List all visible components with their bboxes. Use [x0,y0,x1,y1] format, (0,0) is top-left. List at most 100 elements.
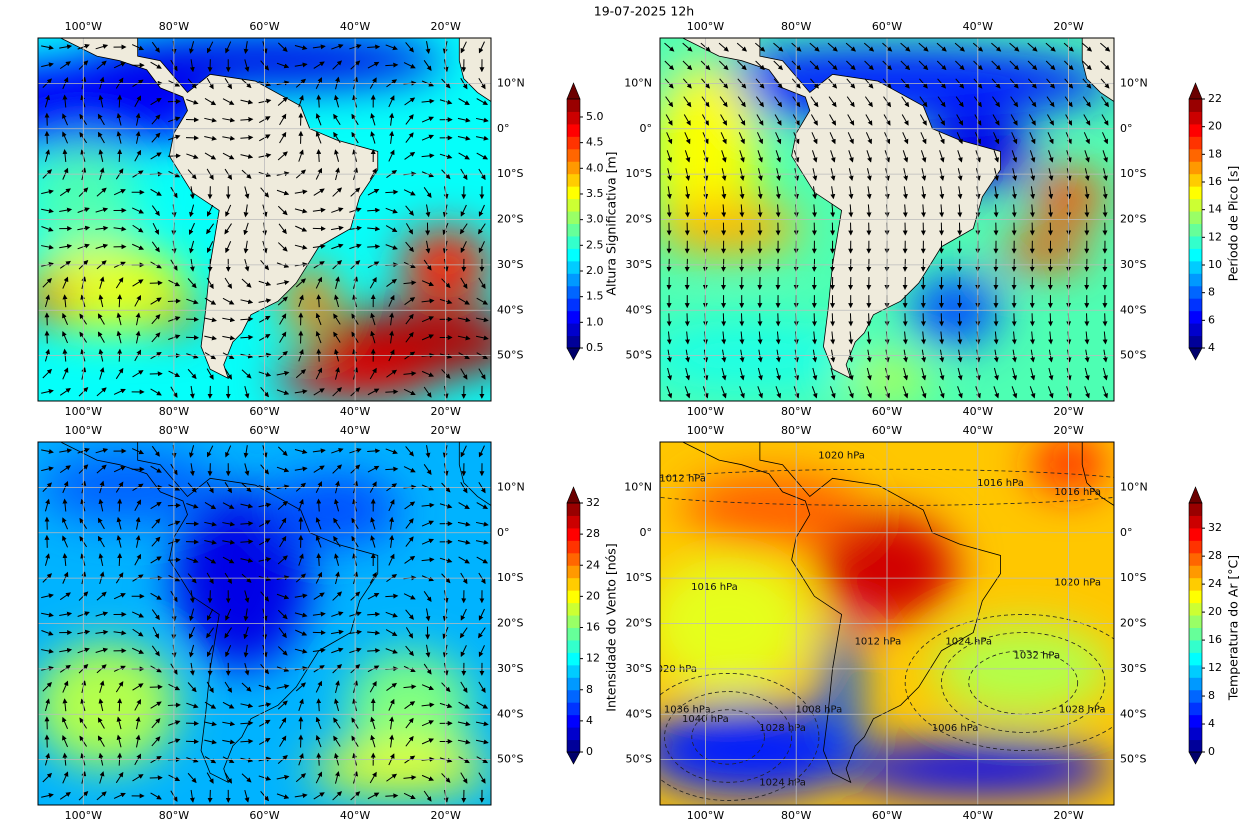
colorbar-label: Intensidade do Vento [nós] [604,543,619,711]
arrow [204,98,217,106]
arrow [224,368,232,380]
lat-tick-label: 20°S [1120,213,1146,226]
arrow [96,387,107,397]
arrow [276,389,290,395]
arrow [135,112,141,126]
arrow [405,331,414,343]
arrow [204,135,217,141]
arrow [993,367,999,381]
arrow [830,331,836,345]
arrow [150,465,162,473]
arrow [62,517,69,530]
arrow [957,386,963,399]
arrow [425,240,431,254]
arrow [830,367,836,381]
arrow [936,42,947,52]
arrow [95,44,109,50]
arrow [276,370,290,376]
colorbar-band [1189,310,1202,324]
arrow [189,240,195,254]
lon-tick-label: 20°W [1053,20,1083,33]
colorbar-band [1189,198,1202,212]
lat-tick-label: 0° [1120,122,1133,135]
colorbar-tick-label: 14 [1208,203,1222,216]
arrow [848,204,854,218]
arrow [135,330,141,344]
lat-tick-label: 20°S [626,617,652,630]
arrow [478,204,485,217]
colorbar-band [567,211,580,224]
arrow [96,187,107,197]
arrow [847,114,855,126]
colorbar-extend [1188,486,1203,504]
arrow [312,44,326,50]
colorbar-label: Temperatura do Ar [°C] [1226,555,1241,701]
arrow [993,386,999,399]
arrow [665,96,674,108]
colorbar-tick-label: 28 [1208,549,1222,562]
arrow [276,189,290,196]
arrow [721,186,727,200]
arrow [131,611,145,618]
colorbar-extend [566,347,581,361]
arrow [59,243,73,249]
colorbar-band [567,285,580,299]
map-panel [660,38,1114,401]
lat-tick-label: 10°S [497,167,523,180]
arrow [1011,150,1018,163]
arrow [113,226,127,232]
arrow [331,44,344,50]
lon-tick-label: 60°W [872,424,902,437]
arrow [151,314,161,325]
arrow [757,186,763,200]
arrow [773,42,784,52]
lat-tick-label: 50°S [497,349,523,362]
colorbar-band [567,161,580,175]
colorbar-band [1189,739,1202,753]
arrow [458,297,470,305]
arrow [99,771,105,784]
arrow [367,188,380,196]
arrow [1102,150,1108,163]
arrow [224,277,233,289]
colorbar-tick-label: 3.0 [586,213,604,226]
arrow [41,208,54,214]
arrow [131,44,145,51]
arrow [921,331,927,345]
arrow [42,772,53,783]
arrow [95,448,109,454]
arrow [243,41,249,54]
lon-tick-label: 20°W [431,405,461,418]
arrow [99,276,105,289]
arrow [151,114,161,125]
arrow [333,131,341,144]
arrow [476,98,489,105]
arrow [97,735,105,747]
arrow [957,331,963,345]
arrow [42,682,52,692]
arrow [666,186,672,200]
arrow [99,367,105,380]
arrow [1048,150,1054,163]
arrow [457,317,471,323]
arrow [739,331,745,345]
arrow [241,278,252,288]
arrow [830,204,836,218]
arrow [755,60,765,71]
coastline [458,442,491,507]
colorbar-band [567,148,580,162]
arrow [113,466,126,473]
arrow [62,367,69,380]
arrow [367,244,381,250]
arrow [367,207,381,213]
arrow [774,96,783,108]
arrow [62,680,69,693]
arrow [478,241,485,254]
arrow [721,367,727,381]
arrow [187,682,197,693]
arrow [116,312,122,326]
colorbar-band [1189,664,1202,678]
arrow [403,280,417,286]
arrow [41,226,54,232]
lat-tick-label: 10°N [1120,480,1148,493]
